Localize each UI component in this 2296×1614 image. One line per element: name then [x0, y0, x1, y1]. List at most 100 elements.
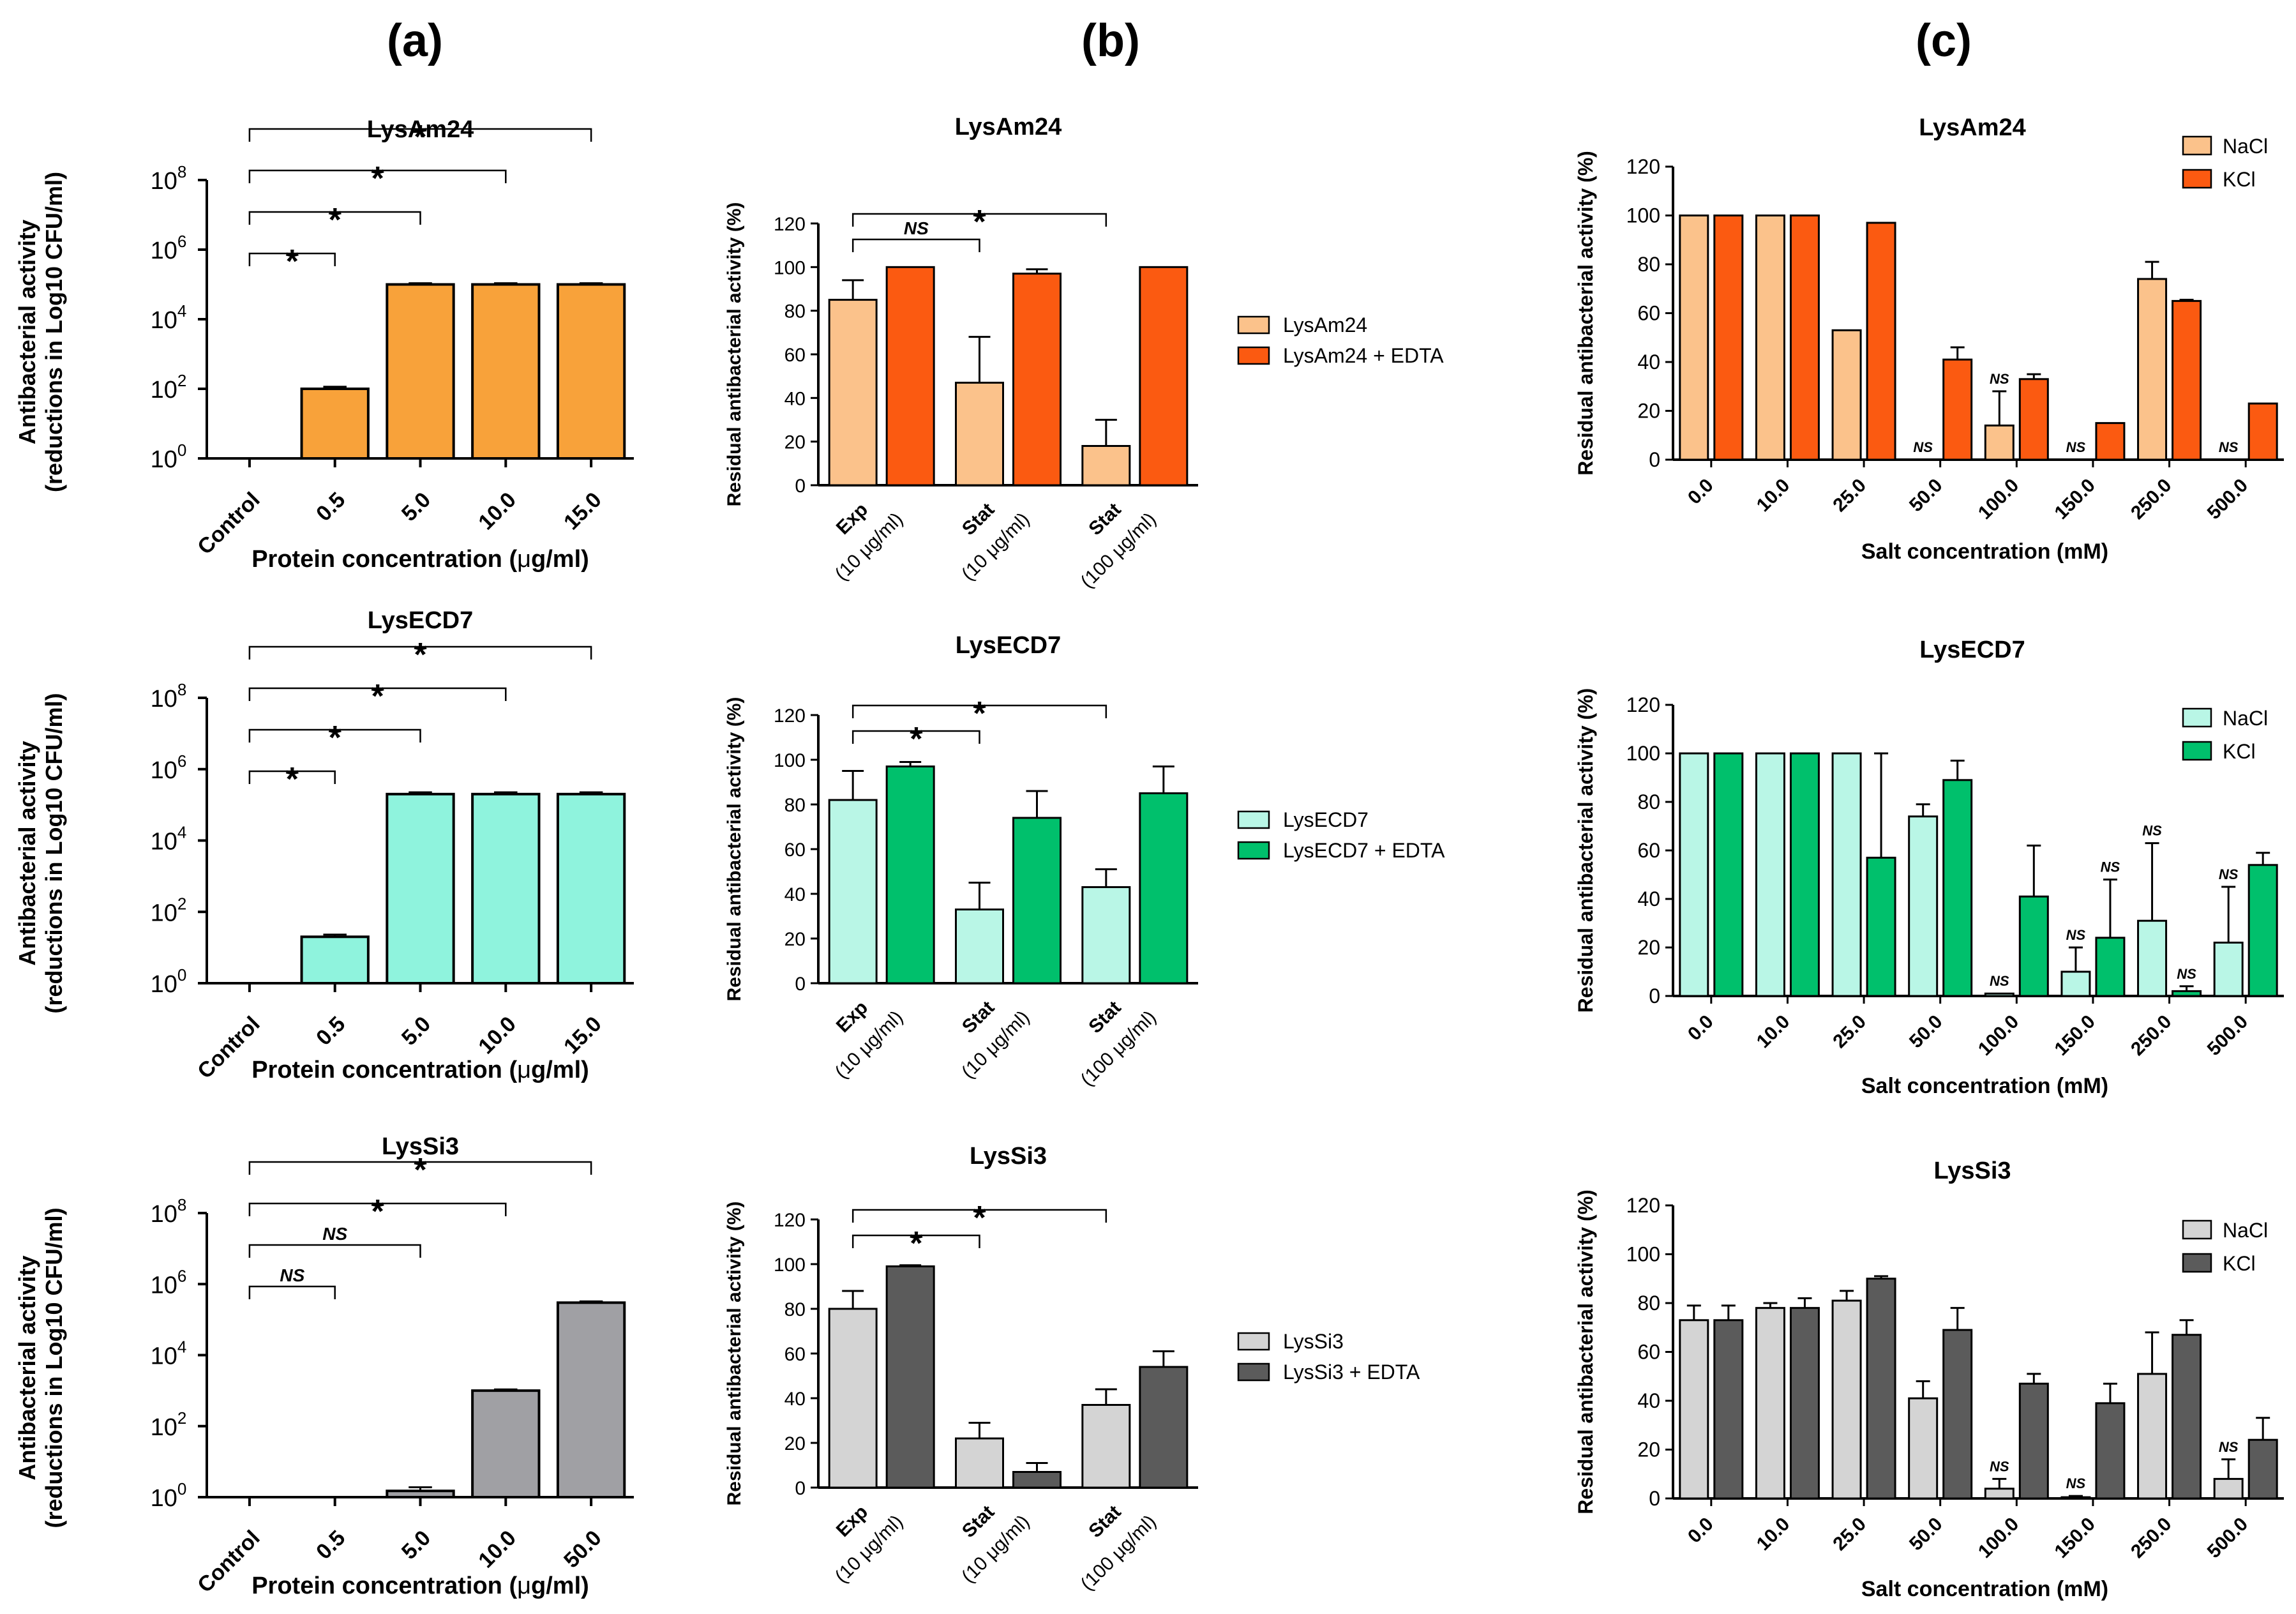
bar: [1831, 1299, 1862, 1500]
significance-label: *: [371, 678, 384, 715]
bar: [1866, 1278, 1896, 1500]
y-tick-label: 40: [784, 388, 806, 409]
x-tick-label: Exp: [832, 997, 872, 1037]
bar: [2095, 937, 2126, 997]
y-tick-label: 120: [774, 1210, 806, 1231]
bar: [2018, 895, 2049, 997]
y-tick-label: 100: [151, 965, 187, 998]
y-tick-label: 120: [1626, 693, 1660, 716]
y-tick-label: 80: [1637, 253, 1660, 276]
x-axis-label: Salt concentration (mM): [1861, 539, 2108, 564]
y-tick-label: 20: [784, 929, 806, 950]
legend-swatch: [2182, 741, 2212, 761]
y-tick-label: 106: [151, 751, 187, 784]
legend-label: LysSi3: [1283, 1330, 1344, 1353]
panel-letter: (c): [1916, 15, 1972, 66]
x-tick-label: 10.0: [474, 1012, 521, 1059]
y-tick-base: 10: [151, 1201, 177, 1228]
bar: [1908, 1397, 1939, 1500]
significance-bracket: [852, 1209, 1107, 1223]
x-tick-label: Stat: [958, 997, 998, 1037]
chart-b-LysAm24: LysAm24 0 20 40 60 80 100 120 Residual antibacte…: [724, 114, 1444, 592]
y-axis-label: Residual antibacterial activity (%): [724, 1202, 745, 1506]
y-tick-label: 100: [1626, 204, 1660, 227]
y-axis-label-line: (reductions in Log10 CFU/ml): [41, 1207, 67, 1528]
y-tick-label: 104: [151, 1338, 187, 1370]
x-tick-label: 5.0: [397, 1012, 435, 1050]
significance-bracket: [248, 211, 421, 225]
x-tick-label-line: Exp: [832, 1502, 872, 1541]
y-tick-exponent: 0: [177, 441, 186, 460]
bar: [1012, 817, 1062, 984]
bar: [471, 792, 541, 984]
legend-swatch: [1237, 810, 1270, 829]
bar: [300, 935, 370, 984]
y-tick-exponent: 6: [177, 1266, 186, 1285]
y-axis-label: Residual antibacterial activity (%): [1574, 688, 1597, 1013]
y-tick-label: 0: [1649, 984, 1660, 1007]
significance-label: NS: [904, 218, 929, 238]
y-tick-base: 10: [151, 1343, 177, 1370]
y-tick-label: 80: [1637, 1292, 1660, 1315]
significance-bracket: [852, 213, 1107, 227]
x-tick-label: 5.0: [397, 1526, 435, 1564]
y-axis-label-line: Antibacterial activity: [14, 1255, 40, 1480]
x-axis-label-part: Protein concentration (: [251, 546, 517, 573]
significance-bracket: [852, 704, 1107, 718]
x-tick-label: 5.0: [397, 488, 435, 526]
y-tick-label: 100: [151, 441, 187, 473]
x-tick-label-line: Stat: [1084, 499, 1125, 539]
y-tick-base: 10: [151, 900, 177, 926]
bar: [300, 388, 370, 460]
y-tick-exponent: 8: [177, 162, 186, 181]
y-tick-label: 104: [151, 301, 187, 334]
y-tick-base: 10: [151, 829, 177, 856]
bar: [2137, 919, 2168, 997]
x-axis-label-part: μ: [517, 546, 531, 573]
y-tick-label: 0: [795, 1478, 806, 1499]
significance-label: *: [910, 721, 923, 758]
bar: [1713, 215, 1744, 461]
significance-label: *: [973, 1200, 986, 1237]
bar: [1942, 779, 1973, 997]
x-axis-label-part: μ: [517, 1057, 531, 1083]
significance-label: NS: [280, 1265, 304, 1285]
y-tick-base: 10: [151, 686, 177, 713]
bar: [1866, 222, 1896, 461]
bar: [1789, 215, 1820, 461]
bar: [386, 283, 455, 460]
x-tick-label: 0.5: [311, 488, 350, 526]
bar: [1012, 273, 1062, 486]
x-tick-label: 500.0: [2203, 475, 2252, 524]
y-tick-label: 80: [784, 795, 806, 816]
bar: [1139, 1366, 1189, 1489]
legend-swatch: [1237, 1362, 1270, 1382]
y-tick-label: 102: [151, 371, 187, 404]
legend-swatch: [2182, 1219, 2212, 1240]
x-tick-label: 250.0: [2127, 475, 2175, 524]
y-tick-base: 10: [151, 377, 177, 404]
legend-label: KCl: [2223, 740, 2256, 763]
x-axis-label: Salt concentration (mM): [1861, 1074, 2108, 1098]
bar: [955, 1437, 1004, 1489]
bar: [2060, 970, 2091, 997]
bar: [828, 799, 878, 984]
legend-swatch: [2182, 1253, 2212, 1273]
x-tick-label: Stat: [1084, 1502, 1125, 1542]
legend-swatch: [2182, 169, 2212, 189]
y-tick-label: 100: [1626, 1243, 1660, 1266]
bar: [2172, 1334, 2202, 1500]
x-tick-label: 10.0: [474, 1526, 521, 1573]
bar: [2213, 1477, 2244, 1500]
y-tick-exponent: 4: [177, 823, 186, 842]
y-tick-base: 10: [151, 168, 177, 195]
legend-swatch: [1237, 841, 1270, 860]
bar: [885, 1265, 935, 1489]
ns-label: NS: [1990, 1458, 2009, 1474]
x-tick-label: 10.0: [1753, 1514, 1794, 1555]
y-tick-exponent: 0: [177, 965, 186, 984]
legend-label: LysECD7: [1283, 808, 1369, 831]
